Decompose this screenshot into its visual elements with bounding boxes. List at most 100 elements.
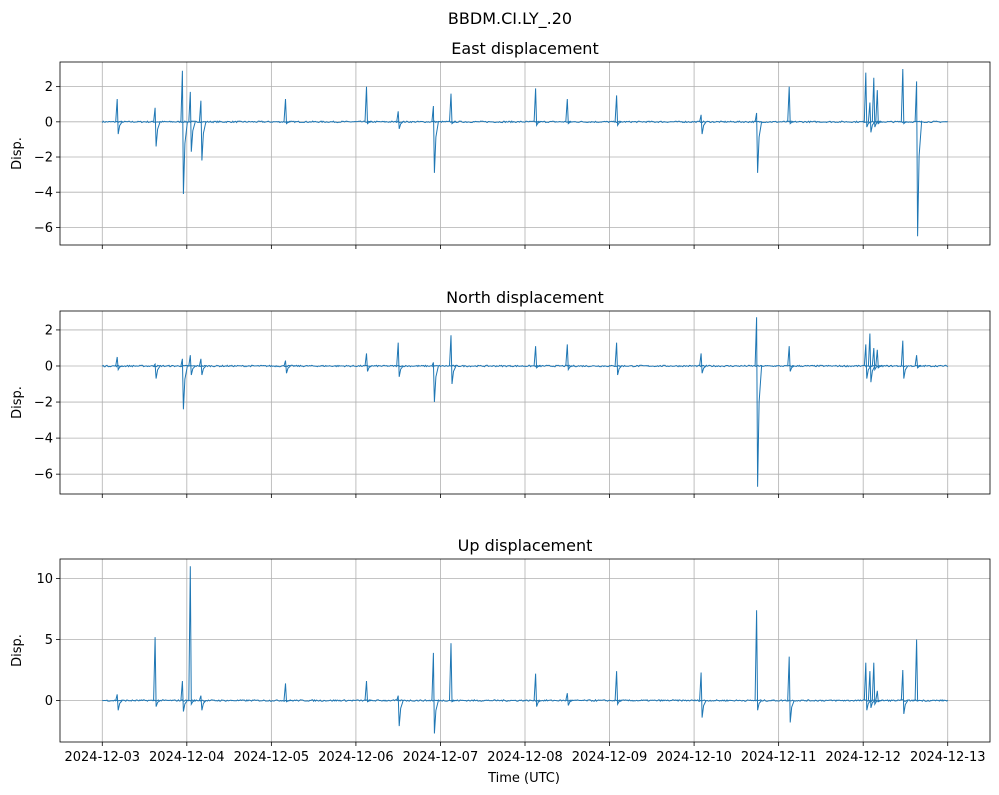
north-spike xyxy=(871,347,880,372)
y-tick-label: 0 xyxy=(45,359,53,374)
north-spike xyxy=(396,342,404,377)
east-spike xyxy=(863,72,872,128)
east-spike xyxy=(431,105,439,173)
east-spike xyxy=(283,98,291,125)
up-spike xyxy=(198,695,207,711)
north-spike xyxy=(754,317,763,487)
up-spike xyxy=(867,671,876,708)
north-y-axis-label: Disp. xyxy=(10,386,25,419)
y-tick-label: −2 xyxy=(34,151,53,166)
east-spike xyxy=(754,112,763,173)
up-spike xyxy=(871,662,880,706)
east-panel-title: East displacement xyxy=(451,39,598,58)
east-spike xyxy=(699,114,707,135)
y-tick-label: −6 xyxy=(34,468,53,483)
east-spike xyxy=(449,93,457,125)
east-spike xyxy=(115,98,123,135)
y-tick-label: 0 xyxy=(45,115,53,130)
up-spike xyxy=(614,671,622,706)
x-tick-label: 2024-12-12 xyxy=(825,750,901,765)
up-spike xyxy=(283,683,291,703)
y-tick-label: 5 xyxy=(45,633,53,648)
x-tick-label: 2024-12-07 xyxy=(403,750,479,765)
north-spike xyxy=(153,362,161,379)
up-spike xyxy=(180,680,188,712)
y-tick-label: 0 xyxy=(45,694,53,709)
up-spike xyxy=(364,680,372,703)
x-axis-label: Time (UTC) xyxy=(487,771,560,786)
up-spike xyxy=(863,662,872,711)
x-tick-label: 2024-12-05 xyxy=(234,750,310,765)
y-tick-label: −4 xyxy=(34,432,53,447)
up-panel-title: Up displacement xyxy=(458,536,593,555)
north-spike xyxy=(699,353,707,374)
north-spike xyxy=(180,358,188,410)
x-tick-label: 2024-12-08 xyxy=(487,750,563,765)
up-y-axis-label: Disp. xyxy=(10,634,25,667)
north-spike xyxy=(431,362,439,403)
north-spike xyxy=(449,335,457,385)
up-spike xyxy=(787,656,795,723)
up-spike xyxy=(396,695,404,727)
north-spike xyxy=(863,344,872,379)
up-spike xyxy=(699,672,707,718)
figure-suptitle: BBDM.CI.LY_.20 xyxy=(448,9,572,29)
north-spike xyxy=(565,344,573,372)
north-spike xyxy=(198,358,207,376)
up-spike xyxy=(188,566,196,707)
up-series-line xyxy=(102,698,949,703)
up-spike xyxy=(153,637,161,707)
east-panel: East displacement 2 0 −2 −4 −6 Disp. xyxy=(10,39,991,249)
x-tick-label: 2024-12-09 xyxy=(572,750,648,765)
east-spike xyxy=(153,107,161,147)
y-tick-label: 2 xyxy=(45,80,53,95)
north-panel-title: North displacement xyxy=(446,288,604,307)
y-tick-label: −6 xyxy=(34,221,53,236)
north-spike xyxy=(283,360,291,374)
up-axes-frame xyxy=(59,558,991,743)
x-tick-label: 2024-12-11 xyxy=(741,750,817,765)
up-spike xyxy=(533,673,541,707)
east-spike xyxy=(867,102,876,133)
east-spike xyxy=(871,77,880,128)
north-panel: North displacement 2 0 −2 −4 −6 Disp. xyxy=(10,288,991,498)
x-tick-label: 2024-12-03 xyxy=(64,750,140,765)
east-spike xyxy=(180,70,188,195)
east-y-axis-label: Disp. xyxy=(10,137,25,170)
north-spike xyxy=(364,353,372,372)
up-spike xyxy=(449,643,457,703)
north-spike xyxy=(787,346,795,372)
north-spike xyxy=(115,356,123,372)
east-spike xyxy=(396,111,404,130)
north-axes-frame xyxy=(59,310,991,495)
x-tick-label: 2024-12-06 xyxy=(318,750,394,765)
north-spike xyxy=(533,346,541,369)
east-axes-frame xyxy=(59,61,991,246)
y-tick-label: 10 xyxy=(36,572,53,587)
east-spike xyxy=(914,81,923,237)
east-spike xyxy=(565,98,573,125)
east-series-line xyxy=(101,120,948,124)
east-spike xyxy=(533,88,541,127)
x-tick-label: 2024-12-04 xyxy=(149,750,225,765)
up-spike xyxy=(914,639,922,701)
north-spike xyxy=(188,355,196,376)
up-spike xyxy=(875,690,883,703)
north-spike xyxy=(867,333,876,383)
y-tick-label: −4 xyxy=(34,186,53,201)
north-spike xyxy=(614,342,622,376)
x-tick-label: 2024-12-10 xyxy=(656,750,732,765)
north-series-line xyxy=(101,364,949,368)
east-spike xyxy=(787,86,795,125)
up-spike xyxy=(900,669,909,714)
up-spike xyxy=(565,693,573,706)
east-spike xyxy=(188,91,196,152)
up-panel: Up displacement 2024-12-03 2024-12-04 2024-… xyxy=(10,536,991,765)
east-spike xyxy=(875,90,883,125)
north-spike xyxy=(875,349,883,369)
up-spike xyxy=(431,652,439,734)
up-spike xyxy=(115,694,123,711)
y-tick-label: 2 xyxy=(45,323,53,338)
east-spike xyxy=(614,95,622,127)
